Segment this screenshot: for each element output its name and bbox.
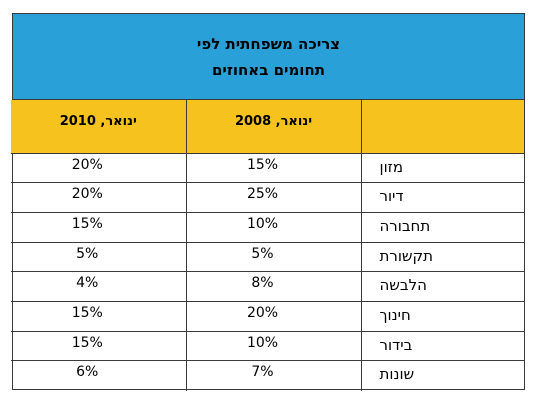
value-jan-2010: 15% [11,212,186,243]
value-jan-2010: 20% [11,153,186,184]
value-jan-2010: 20% [11,182,186,213]
table-row: חינוך 20% 15% [11,301,524,332]
value-jan-2010: 15% [11,331,186,362]
table-row: בידור 10% 15% [11,331,524,362]
header-jan-2010: ינואר, 2010 [11,100,186,154]
row-category: חינוך [360,301,524,332]
row-category: בידור [360,331,524,362]
consumption-table: ינואר, 2008 ינואר, 2010 מזון 15% 20% דיו… [11,100,524,391]
row-category: תקשורת [360,242,524,273]
value-jan-2008: 5% [185,242,361,273]
table-row: תחבורה 10% 15% [11,212,524,243]
value-jan-2008: 10% [185,331,361,362]
value-jan-2010: 6% [76,364,99,381]
table-row: הלבשה 8% 4% [11,271,524,302]
table-row: דיור 25% 20% [11,182,524,213]
table-row: שונות 7% 6% [11,360,524,391]
value-jan-2010: 15% [11,301,186,332]
title-band: צריכה משפחתית לפי תחומים באחוזים [13,14,524,100]
header-category [360,100,524,154]
table-row: תקשורת 5% 5% [11,242,524,273]
consumption-table-slide: צריכה משפחתית לפי תחומים באחוזים ינואר, … [11,13,525,391]
row-category: הלבשה [360,271,524,302]
row-category: מזון [360,153,524,184]
row-category: דיור [360,182,524,213]
table-row: מזון 15% 20% [11,153,524,184]
row-category: שונות [360,360,524,391]
row-category: תחבורה [360,212,524,243]
value-jan-2008: 25% [185,182,361,213]
value-jan-2010: 4% [11,271,186,302]
value-jan-2008: 7% [185,360,361,391]
header-row: ינואר, 2008 ינואר, 2010 [11,100,524,154]
value-jan-2010: 5% [11,242,186,273]
header-jan-2008: ינואר, 2008 [185,100,361,154]
value-jan-2008: 15% [185,153,361,184]
value-jan-2008: 8% [185,271,361,302]
table-title-line-2: תחומים באחוזים [211,60,326,79]
table-title-line-1: צריכה משפחתית לפי [196,34,341,53]
value-jan-2008: 20% [185,301,361,332]
value-jan-2008: 10% [185,212,361,243]
